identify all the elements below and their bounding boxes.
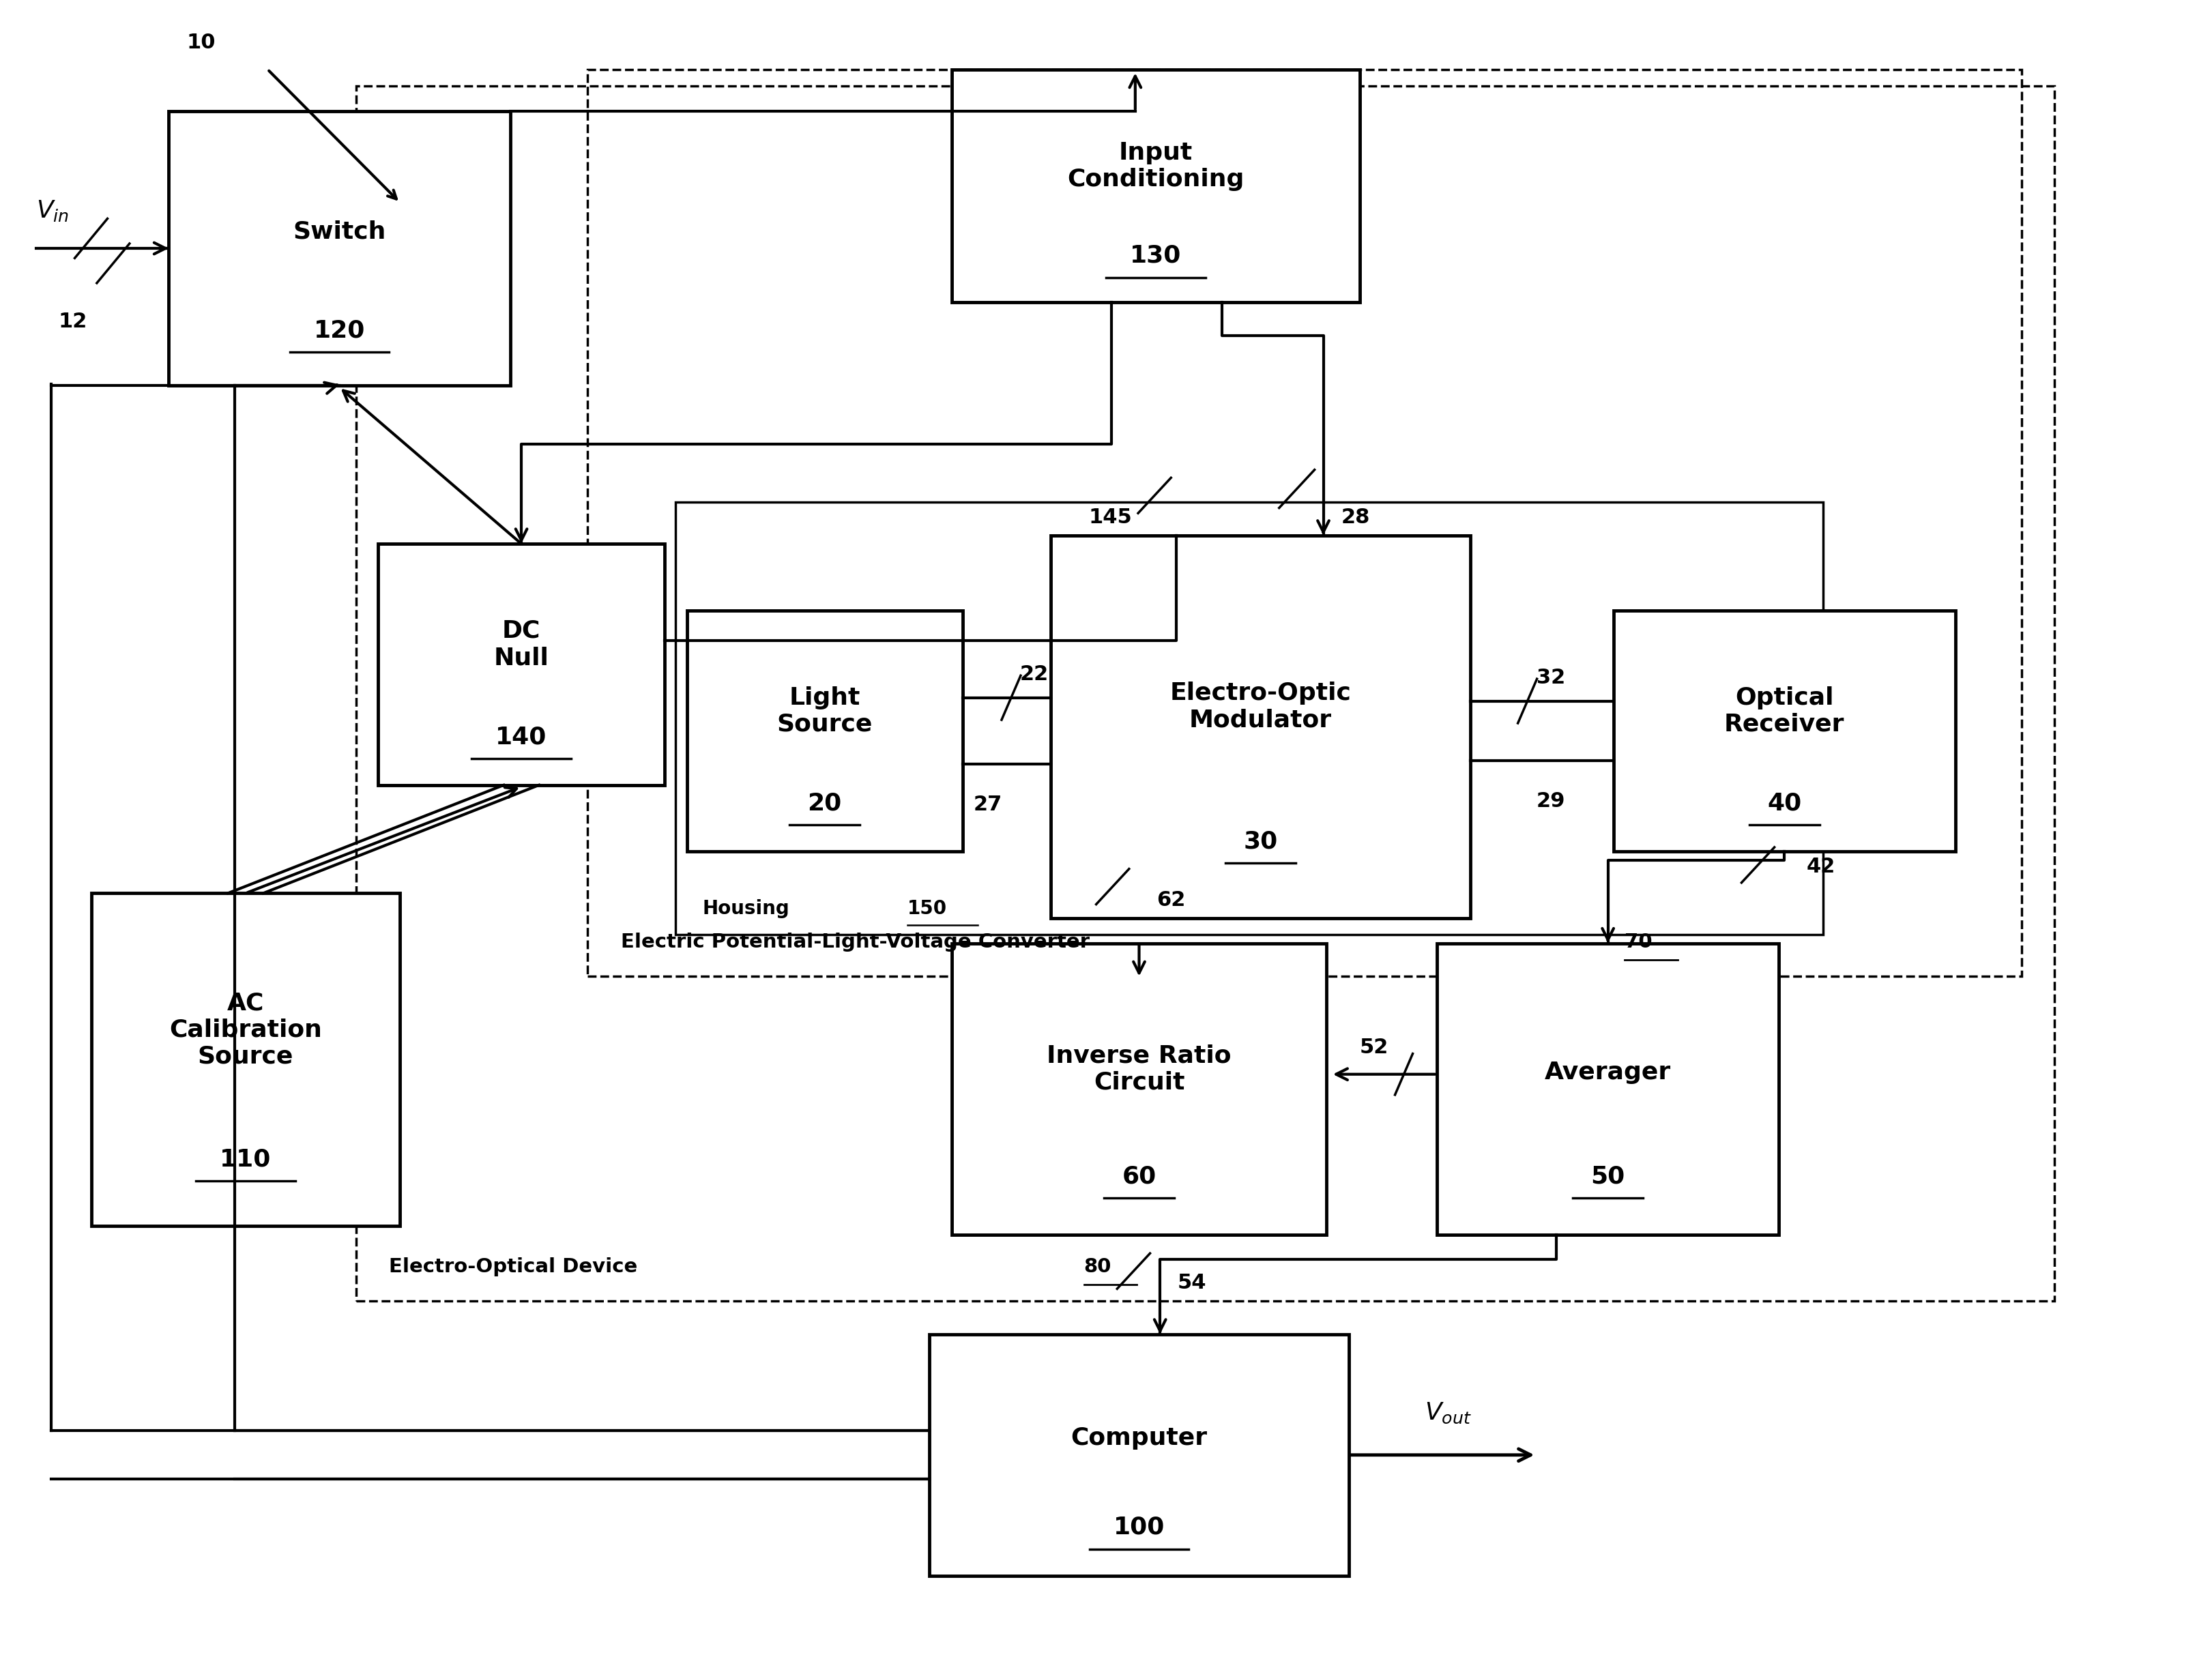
Text: DC
Null: DC Null bbox=[493, 620, 549, 670]
Bar bbox=[686, 610, 962, 852]
Text: 20: 20 bbox=[807, 792, 843, 815]
Text: 70: 70 bbox=[1624, 932, 1652, 952]
Text: 40: 40 bbox=[1767, 792, 1801, 815]
Text: 145: 145 bbox=[1088, 508, 1133, 528]
Text: 10: 10 bbox=[186, 33, 217, 53]
Text: 50: 50 bbox=[1590, 1164, 1626, 1187]
Text: Optical
Receiver: Optical Receiver bbox=[1723, 686, 1845, 736]
Bar bbox=[378, 544, 666, 785]
Bar bbox=[168, 110, 511, 386]
Text: 120: 120 bbox=[314, 319, 365, 342]
Text: Housing: Housing bbox=[701, 898, 790, 919]
Text: 22: 22 bbox=[1020, 665, 1048, 685]
Text: 62: 62 bbox=[1157, 890, 1186, 910]
Text: 130: 130 bbox=[1130, 244, 1181, 267]
Bar bbox=[677, 503, 1823, 935]
Bar bbox=[951, 944, 1327, 1234]
Text: 42: 42 bbox=[1807, 857, 1836, 877]
Bar bbox=[91, 893, 400, 1226]
Text: Light
Source: Light Source bbox=[776, 686, 872, 736]
Bar bbox=[356, 87, 2055, 1301]
Text: Electro-Optical Device: Electro-Optical Device bbox=[389, 1258, 637, 1276]
Text: $V_{in}$: $V_{in}$ bbox=[35, 199, 69, 224]
Bar bbox=[1613, 610, 1955, 852]
Text: 52: 52 bbox=[1360, 1037, 1389, 1057]
Text: 29: 29 bbox=[1535, 792, 1566, 812]
Text: 60: 60 bbox=[1121, 1164, 1157, 1187]
Bar bbox=[588, 70, 2022, 977]
Text: Averager: Averager bbox=[1544, 1060, 1670, 1084]
Text: 32: 32 bbox=[1535, 668, 1566, 688]
Text: 12: 12 bbox=[58, 312, 86, 332]
Text: 80: 80 bbox=[1084, 1258, 1110, 1276]
Text: Inverse Ratio
Circuit: Inverse Ratio Circuit bbox=[1046, 1044, 1232, 1094]
Bar bbox=[951, 70, 1360, 302]
Text: $V_{out}$: $V_{out}$ bbox=[1425, 1401, 1471, 1425]
Text: 54: 54 bbox=[1177, 1273, 1208, 1293]
Bar bbox=[929, 1334, 1349, 1575]
Text: Computer: Computer bbox=[1071, 1426, 1208, 1450]
Text: Switch: Switch bbox=[292, 220, 385, 244]
Text: 100: 100 bbox=[1113, 1516, 1166, 1540]
Text: Input
Conditioning: Input Conditioning bbox=[1066, 140, 1243, 190]
Text: 110: 110 bbox=[219, 1147, 272, 1171]
Text: 150: 150 bbox=[907, 898, 947, 919]
Text: Electro-Optic
Modulator: Electro-Optic Modulator bbox=[1170, 681, 1352, 731]
Text: 28: 28 bbox=[1340, 508, 1369, 528]
Text: 140: 140 bbox=[495, 725, 546, 748]
Text: 30: 30 bbox=[1243, 830, 1279, 853]
Text: AC
Calibration
Source: AC Calibration Source bbox=[168, 992, 323, 1069]
Text: Electric Potential-Light-Voltage Converter: Electric Potential-Light-Voltage Convert… bbox=[622, 932, 1088, 952]
Bar bbox=[1051, 536, 1471, 919]
Text: 27: 27 bbox=[973, 795, 1002, 815]
Bar bbox=[1438, 944, 1778, 1234]
